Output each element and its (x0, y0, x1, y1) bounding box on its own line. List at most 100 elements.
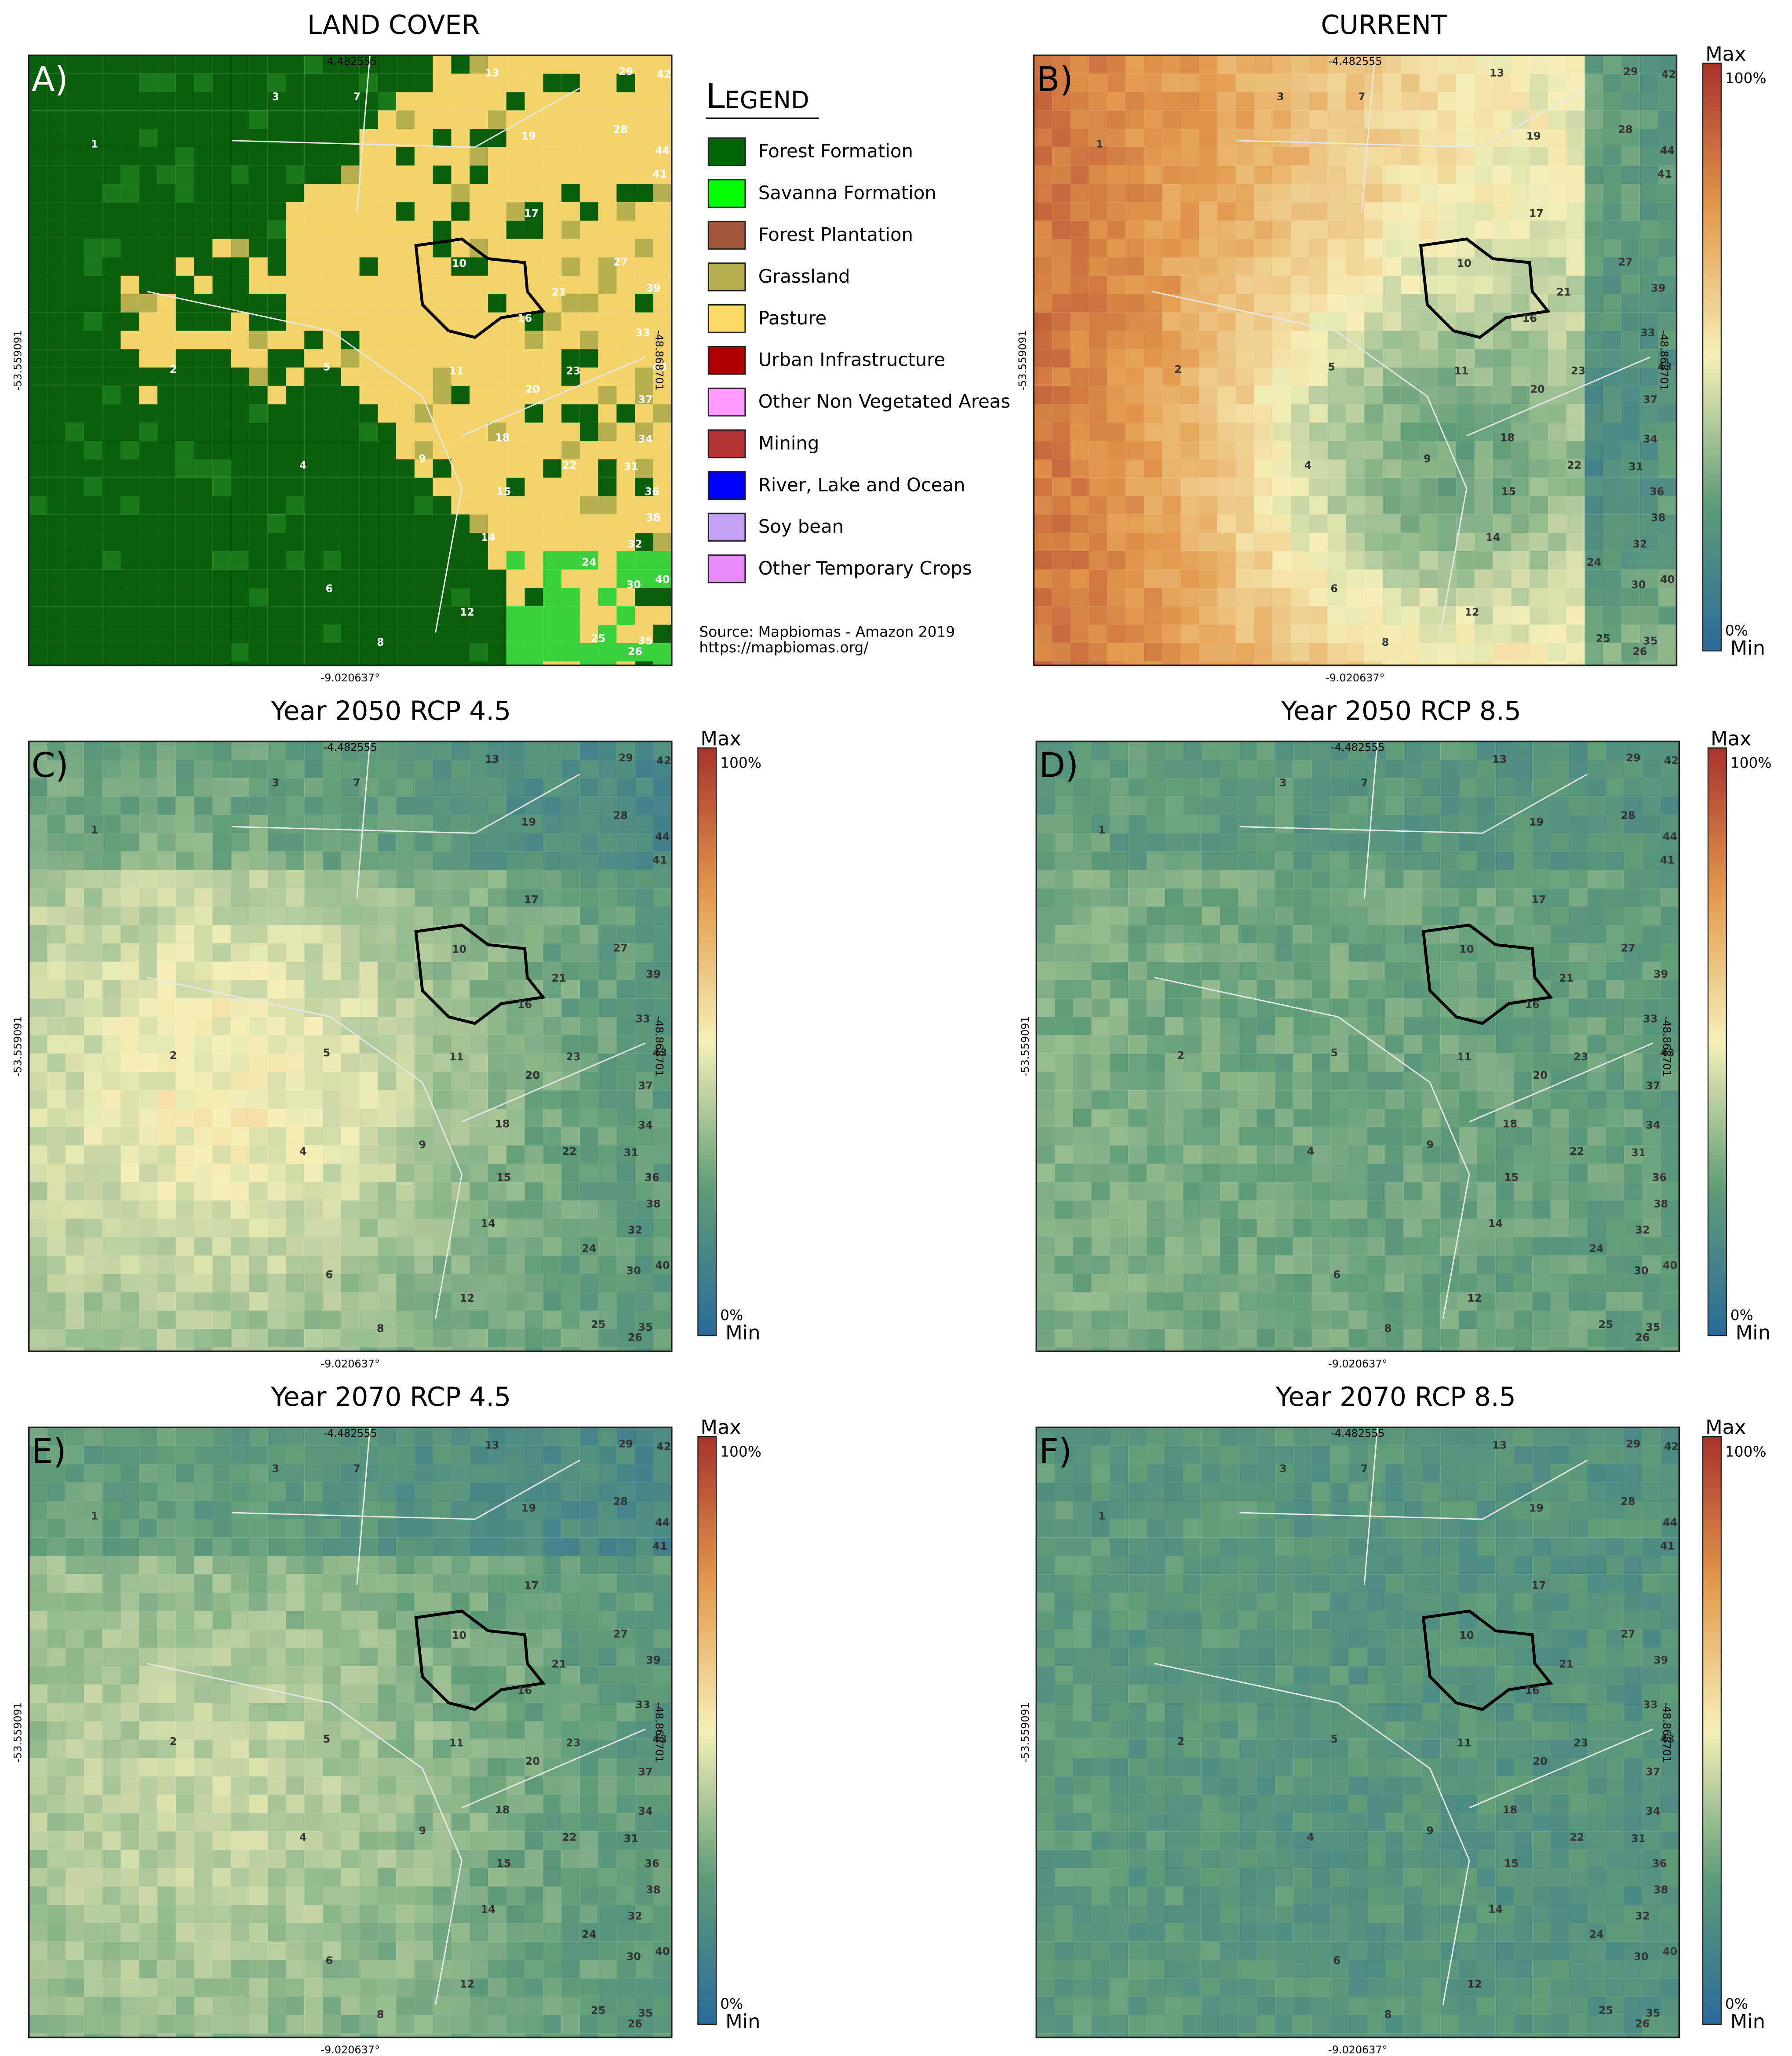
raster-cell (579, 760, 598, 779)
raster-cell (194, 276, 213, 295)
raster-cell (1438, 643, 1457, 662)
region-label: 5 (323, 361, 331, 373)
raster-cell (579, 1145, 598, 1164)
raster-cell (1254, 257, 1273, 276)
raster-cell (616, 1164, 635, 1183)
raster-cell (66, 1053, 84, 1072)
raster-cell (470, 1329, 488, 1348)
raster-cell (1128, 833, 1147, 852)
raster-cell (120, 833, 139, 852)
raster-cell (1383, 551, 1401, 570)
raster-cell (635, 1127, 653, 1146)
raster-cell (635, 980, 653, 999)
raster-cell (249, 459, 268, 478)
raster-cell (1569, 870, 1588, 888)
raster-cell (1658, 441, 1677, 459)
colorbar-min-pct: 0% (720, 1307, 743, 1324)
raster-cell (1385, 1182, 1404, 1201)
raster-cell (1383, 643, 1401, 662)
raster-cell (323, 276, 341, 295)
raster-cell (175, 741, 194, 760)
raster-cell (286, 1292, 305, 1311)
raster-cell (1511, 73, 1530, 92)
raster-cell (451, 569, 470, 588)
raster-cell (1550, 925, 1569, 944)
raster-cell (396, 925, 415, 944)
raster-cell (1217, 404, 1236, 423)
raster-cell (433, 961, 452, 980)
raster-cell (84, 815, 102, 833)
raster-cell (267, 1164, 286, 1183)
raster-cell (598, 294, 617, 313)
raster-cell (304, 1164, 323, 1183)
raster-cell (231, 1164, 249, 1183)
raster-cell (1257, 1164, 1275, 1183)
raster-cell (1146, 888, 1165, 907)
raster-cell (451, 1219, 470, 1237)
region-label: 24 (1589, 1242, 1604, 1255)
raster-cell (1235, 165, 1254, 184)
raster-cell (433, 980, 452, 999)
raster-cell (1220, 998, 1238, 1017)
raster-cell (267, 220, 286, 239)
raster-cell (1459, 815, 1477, 833)
raster-cell (1107, 220, 1126, 239)
raster-cell (1624, 796, 1643, 815)
raster-cell (433, 312, 452, 331)
raster-cell (304, 961, 323, 980)
raster-cell (1220, 1145, 1238, 1164)
raster-cell (378, 165, 397, 184)
raster-cell (286, 386, 305, 404)
raster-cell (598, 459, 617, 478)
raster-cell (47, 870, 66, 888)
raster-cell (653, 147, 672, 166)
raster-cell (102, 980, 121, 999)
raster-cell (1367, 778, 1385, 797)
raster-cell (1364, 294, 1383, 313)
raster-cell (1606, 888, 1624, 907)
raster-cell (1587, 1292, 1606, 1311)
raster-cell (598, 980, 617, 999)
raster-cell (267, 294, 286, 313)
raster-cell (304, 129, 323, 147)
raster-cell (653, 661, 672, 666)
raster-cell (1548, 477, 1566, 496)
raster-cell (616, 815, 635, 833)
raster-cell (286, 1109, 305, 1127)
raster-cell (249, 980, 268, 999)
raster-cell (29, 533, 47, 551)
raster-cell (524, 1182, 543, 1201)
raster-cell (1440, 998, 1459, 1017)
raster-cell (29, 980, 47, 999)
raster-cell (29, 852, 47, 870)
raster-cell (543, 1274, 562, 1292)
raster-cell (66, 386, 84, 404)
raster-cell (323, 870, 341, 888)
raster-cell (579, 661, 598, 666)
raster-cell (1550, 1017, 1569, 1035)
raster-cell (66, 1017, 84, 1035)
raster-cell (1275, 1109, 1294, 1127)
raster-cell (1459, 1274, 1477, 1292)
raster-cell (47, 1090, 66, 1109)
raster-cell (1128, 796, 1147, 815)
raster-cell (1511, 368, 1530, 386)
region-label: 7 (1361, 777, 1368, 789)
raster-cell (1550, 1053, 1569, 1072)
region-label: 43 (652, 361, 667, 373)
raster-cell (524, 1219, 543, 1237)
raster-cell (1639, 184, 1658, 203)
raster-cell (543, 943, 562, 962)
raster-cell (249, 1347, 268, 1352)
raster-cell (506, 184, 525, 203)
raster-cell (120, 961, 139, 980)
raster-cell (378, 906, 397, 925)
raster-cell (1293, 906, 1312, 925)
raster-cell (1495, 1237, 1514, 1256)
raster-cell (579, 1017, 598, 1035)
raster-cell (286, 1145, 305, 1164)
raster-cell (1052, 643, 1071, 662)
raster-cell (1107, 643, 1126, 662)
raster-cell (1606, 1127, 1624, 1146)
raster-cell (561, 870, 580, 888)
